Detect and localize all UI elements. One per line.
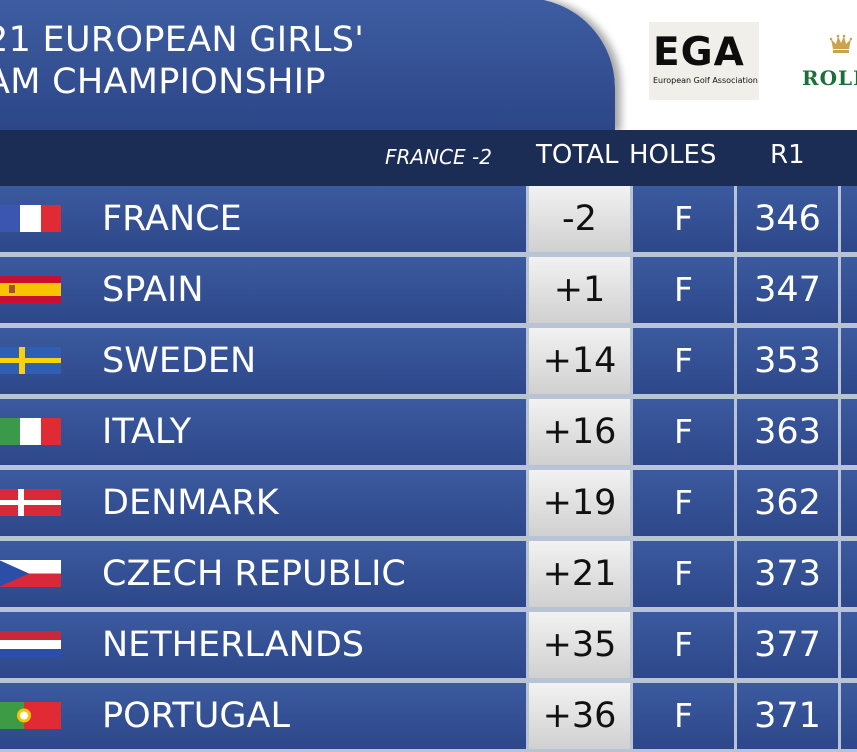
country-cell: PORTUGAL — [0, 683, 526, 749]
country-name: SWEDEN — [102, 341, 257, 381]
table-row: CZECH REPUBLIC +21 F 373 — [0, 541, 857, 607]
holes-status: F — [633, 541, 734, 607]
total-score: +36 — [529, 683, 630, 749]
country-cell: FRANCE — [0, 186, 526, 252]
total-score: +1 — [529, 257, 630, 323]
total-column-header: TOTAL — [536, 140, 619, 170]
next-column-cell — [841, 399, 857, 465]
ega-logo-text: EGA — [653, 30, 745, 75]
total-score: +21 — [529, 541, 630, 607]
round-1-score: 363 — [737, 399, 838, 465]
table-row: DENMARK +19 F 362 — [0, 470, 857, 536]
round-1-score: 373 — [737, 541, 838, 607]
next-column-cell — [841, 541, 857, 607]
total-score: +16 — [529, 399, 630, 465]
country-name: DENMARK — [102, 483, 279, 523]
leaderboard-table: FRANCE -2 F 346 SPAIN +1 F 347 SWEDEN +1… — [0, 186, 857, 752]
total-score: +19 — [529, 470, 630, 536]
table-row: FRANCE -2 F 346 — [0, 186, 857, 252]
country-cell: SWEDEN — [0, 328, 526, 394]
table-row: NETHERLANDS +35 F 377 — [0, 612, 857, 678]
total-score: -2 — [529, 186, 630, 252]
netherlands-flag-icon — [0, 631, 61, 658]
crown-icon — [830, 34, 852, 53]
table-row: PORTUGAL +36 F 371 — [0, 683, 857, 749]
round-1-score: 346 — [737, 186, 838, 252]
next-column-cell — [841, 257, 857, 323]
table-row: ITALY +16 F 363 — [0, 399, 857, 465]
czech-flag-icon — [0, 560, 61, 587]
country-cell: SPAIN — [0, 257, 526, 323]
round-1-score: 353 — [737, 328, 838, 394]
ega-logo-subtitle: European Golf Association — [653, 76, 758, 85]
spain-flag-icon — [0, 276, 61, 303]
italy-flag-icon — [0, 418, 61, 445]
holes-status: F — [633, 186, 734, 252]
sweden-flag-icon — [0, 347, 61, 374]
country-cell: NETHERLANDS — [0, 612, 526, 678]
ega-logo: EGA European Golf Association — [649, 22, 759, 100]
total-score: +35 — [529, 612, 630, 678]
total-score: +14 — [529, 328, 630, 394]
r1-column-header: R1 — [770, 140, 805, 170]
country-cell: CZECH REPUBLIC — [0, 541, 526, 607]
holes-status: F — [633, 399, 734, 465]
country-name: FRANCE — [102, 199, 242, 239]
rolex-logo-text: ROLE — [802, 66, 857, 90]
title-line-2: AM CHAMPIONSHIP — [0, 62, 326, 102]
next-column-cell — [841, 186, 857, 252]
next-column-cell — [841, 612, 857, 678]
country-name: NETHERLANDS — [102, 625, 365, 665]
reference-score-label: FRANCE -2 — [385, 145, 492, 169]
column-header-bar: FRANCE -2 TOTAL HOLES R1 — [0, 130, 857, 186]
round-1-score: 371 — [737, 683, 838, 749]
next-column-cell — [841, 328, 857, 394]
country-name: CZECH REPUBLIC — [102, 554, 406, 594]
table-row: SWEDEN +14 F 353 — [0, 328, 857, 394]
title-line-1: 21 EUROPEAN GIRLS' — [0, 20, 365, 60]
country-name: ITALY — [102, 412, 192, 452]
rolex-logo: ROLE — [770, 22, 857, 100]
round-1-score: 362 — [737, 470, 838, 536]
header: 21 EUROPEAN GIRLS' AM CHAMPIONSHIP EGA E… — [0, 0, 857, 132]
title-banner — [0, 0, 615, 132]
round-1-score: 347 — [737, 257, 838, 323]
holes-status: F — [633, 328, 734, 394]
table-row: SPAIN +1 F 347 — [0, 257, 857, 323]
next-column-cell — [841, 683, 857, 749]
country-cell: DENMARK — [0, 470, 526, 536]
country-name: SPAIN — [102, 270, 204, 310]
france-flag-icon — [0, 205, 61, 232]
portugal-flag-icon — [0, 702, 61, 729]
holes-status: F — [633, 683, 734, 749]
holes-status: F — [633, 257, 734, 323]
holes-status: F — [633, 612, 734, 678]
denmark-flag-icon — [0, 489, 61, 516]
round-1-score: 377 — [737, 612, 838, 678]
country-cell: ITALY — [0, 399, 526, 465]
holes-status: F — [633, 470, 734, 536]
holes-column-header: HOLES — [629, 140, 717, 170]
next-column-cell — [841, 470, 857, 536]
country-name: PORTUGAL — [102, 696, 290, 736]
